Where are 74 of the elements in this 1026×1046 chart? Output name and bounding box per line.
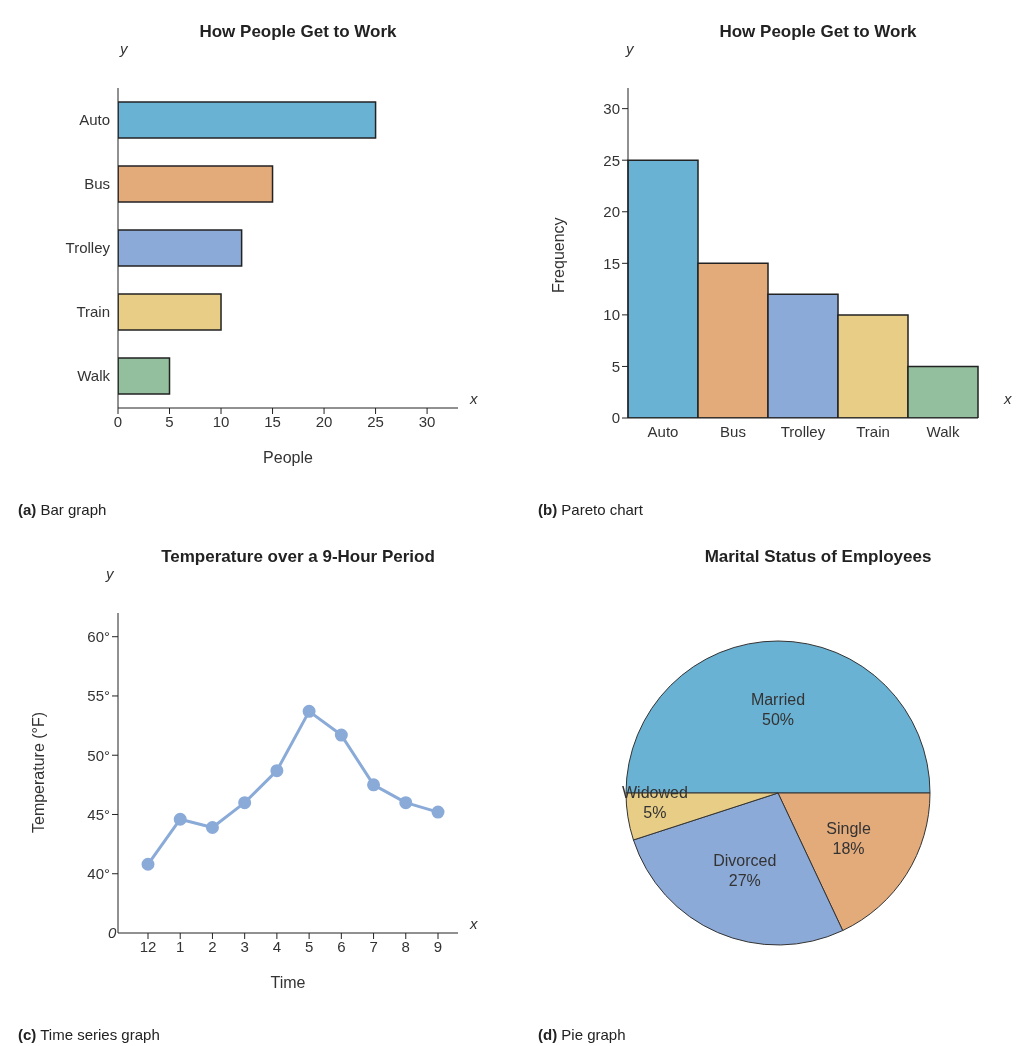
- x-tick-label: 15: [264, 412, 281, 430]
- chart-title: Marital Status of Employees: [704, 547, 932, 566]
- point: [399, 796, 413, 810]
- x-tick-label: Auto: [647, 422, 679, 440]
- y-axis-title: Temperature (°F): [29, 711, 47, 833]
- chart-title: Temperature over a 9-Hour Period: [161, 547, 435, 566]
- point: [334, 728, 348, 742]
- x-tick-label: 0: [113, 412, 123, 430]
- text: (a) Bar graph: [18, 501, 107, 518]
- point: [367, 778, 381, 792]
- y-tick-label: 45°: [87, 805, 110, 823]
- x-tick-label: Walk: [926, 422, 960, 440]
- x-tick-label: 8: [401, 937, 410, 955]
- text: x: [470, 915, 478, 932]
- x-tick-label: Trolley: [780, 422, 826, 440]
- chart-title: How People Get to Work: [719, 22, 917, 41]
- point: [302, 704, 316, 718]
- x-axis-title: People: [263, 449, 314, 466]
- y-tick-label: 25: [603, 151, 620, 169]
- y-tick-label: 10: [603, 306, 620, 324]
- x-tick-label: 20: [315, 412, 333, 430]
- x-tick-label: 30: [418, 412, 436, 430]
- data-label: 27%: [728, 871, 761, 889]
- y-tick-label: Auto: [79, 111, 110, 129]
- text: x: [470, 390, 478, 407]
- x-tick-label: 25: [367, 412, 384, 430]
- data-label: 5%: [643, 804, 667, 822]
- x-tick-label: 7: [369, 937, 378, 955]
- y-tick-label: 5: [611, 357, 620, 375]
- point: [141, 857, 155, 871]
- x-tick-label: 1: [176, 937, 185, 955]
- y-tick-label: 55°: [87, 687, 110, 705]
- point: [205, 821, 219, 835]
- x-tick-label: 12: [139, 937, 157, 955]
- x-tick-label: 2: [208, 937, 217, 955]
- x-tick-label: 6: [337, 937, 346, 955]
- y-tick-label: 40°: [87, 865, 110, 883]
- slice-label: Widowed: [621, 784, 688, 802]
- text: (d) Pie graph: [538, 1026, 626, 1043]
- x-tick-label: Bus: [720, 422, 746, 440]
- x-tick-label: 5: [304, 937, 314, 955]
- text: y: [106, 565, 114, 582]
- y-tick-label: 15: [603, 254, 620, 272]
- data-label: 18%: [832, 839, 865, 857]
- chart-title: How People Get to Work: [199, 22, 397, 41]
- slice-label: Married: [750, 691, 806, 709]
- x-tick-label: 4: [272, 937, 282, 955]
- data-label: 50%: [761, 711, 795, 729]
- y-tick-label: 50°: [87, 746, 110, 764]
- y-axis-title: Frequency: [549, 217, 567, 293]
- slice-label: Divorced: [713, 851, 777, 869]
- text: x: [1004, 390, 1012, 407]
- slice-label: Single: [826, 819, 871, 837]
- y-tick-label: 60°: [87, 628, 110, 646]
- y-tick-label: Bus: [84, 175, 110, 193]
- text: (b) Pareto chart: [538, 501, 644, 518]
- y-tick-label: 30: [603, 99, 620, 117]
- point: [238, 796, 252, 810]
- y-tick-label: Trolley: [65, 239, 111, 257]
- y-tick-label: Walk: [77, 367, 111, 385]
- y-tick-label: 20: [603, 203, 620, 221]
- point: [431, 805, 445, 819]
- point: [173, 812, 187, 826]
- text: (c) Time series graph: [18, 1026, 160, 1043]
- x-tick-label: 9: [433, 937, 443, 955]
- y-tick-label: Train: [76, 303, 110, 321]
- x-tick-label: 5: [165, 412, 174, 430]
- text: y: [120, 40, 128, 57]
- x-tick-label: 10: [212, 412, 230, 430]
- x-axis-title: Time: [270, 974, 306, 991]
- x-tick-label: 3: [240, 937, 249, 955]
- x-tick-label: Train: [856, 422, 890, 440]
- text: y: [626, 40, 634, 57]
- point: [270, 764, 284, 778]
